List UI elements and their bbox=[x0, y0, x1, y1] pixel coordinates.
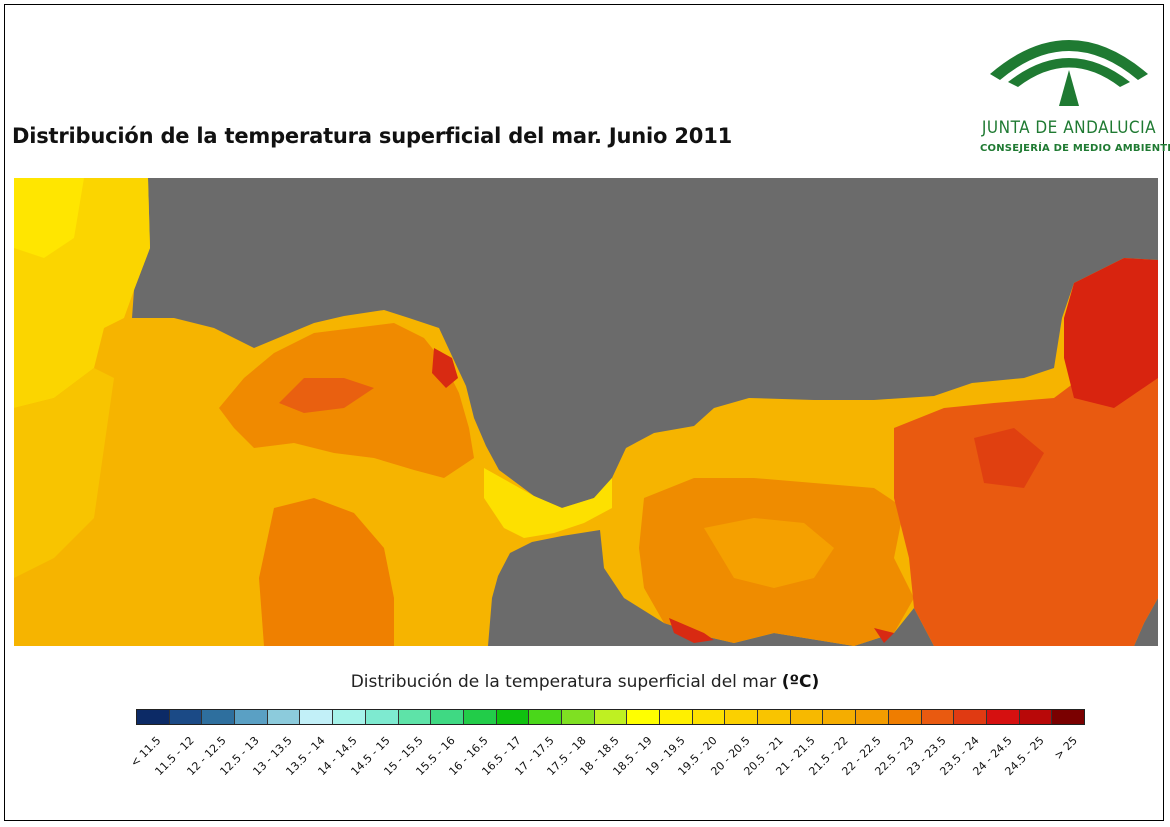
legend-swatch bbox=[169, 710, 203, 724]
legend-swatch bbox=[660, 710, 693, 724]
logo-emblem-icon bbox=[990, 40, 1148, 106]
legend-swatch bbox=[921, 710, 955, 724]
legend-swatch bbox=[300, 710, 334, 724]
legend-swatch bbox=[627, 710, 660, 724]
legend-swatch bbox=[561, 710, 595, 724]
legend-swatch bbox=[725, 710, 759, 724]
legend-swatch bbox=[529, 710, 562, 724]
page-title: Distribución de la temperatura superfici… bbox=[12, 124, 733, 148]
legend-swatch bbox=[365, 710, 399, 724]
legend-title-text: Distribución de la temperatura superfici… bbox=[350, 672, 777, 692]
legend-swatch bbox=[398, 710, 432, 724]
legend-swatch bbox=[954, 710, 987, 724]
legend-swatch bbox=[790, 710, 824, 724]
logo-line1: JUNTA DE ANDALUCIA bbox=[981, 118, 1157, 138]
legend-swatch bbox=[463, 710, 497, 724]
legend-swatch bbox=[594, 710, 628, 724]
legend-swatch bbox=[267, 710, 301, 724]
legend-swatch bbox=[758, 710, 791, 724]
legend-swatch bbox=[137, 710, 170, 724]
logo-line2: CONSEJERÍA DE MEDIO AMBIENTE bbox=[980, 143, 1170, 154]
legend-swatch bbox=[1052, 710, 1084, 724]
legend-swatch bbox=[496, 710, 530, 724]
legend-swatch bbox=[235, 710, 268, 724]
junta-de-andalucia-logo: JUNTA DE ANDALUCIA CONSEJERÍA DE MEDIO A… bbox=[980, 16, 1170, 162]
sst-map-image bbox=[14, 178, 1158, 646]
legend-label: > 25 bbox=[1051, 734, 1080, 763]
legend-swatch bbox=[202, 710, 236, 724]
legend-labels: < 11.5 11.5 - 12 12 - 12.5 12.5 - 13 13 - 13… bbox=[128, 728, 1085, 788]
legend-swatch bbox=[856, 710, 889, 724]
legend-swatch bbox=[692, 710, 726, 724]
legend-color-bar bbox=[136, 709, 1085, 725]
legend-swatch bbox=[1019, 710, 1053, 724]
legend-title: Distribución de la temperatura superfici… bbox=[0, 672, 1170, 692]
legend-swatch bbox=[823, 710, 857, 724]
legend-swatch bbox=[986, 710, 1020, 724]
legend-swatch bbox=[888, 710, 922, 724]
legend-swatch bbox=[431, 710, 464, 724]
legend-swatch bbox=[333, 710, 366, 724]
sst-map bbox=[14, 178, 1158, 646]
legend-unit: (ºC) bbox=[781, 672, 820, 692]
